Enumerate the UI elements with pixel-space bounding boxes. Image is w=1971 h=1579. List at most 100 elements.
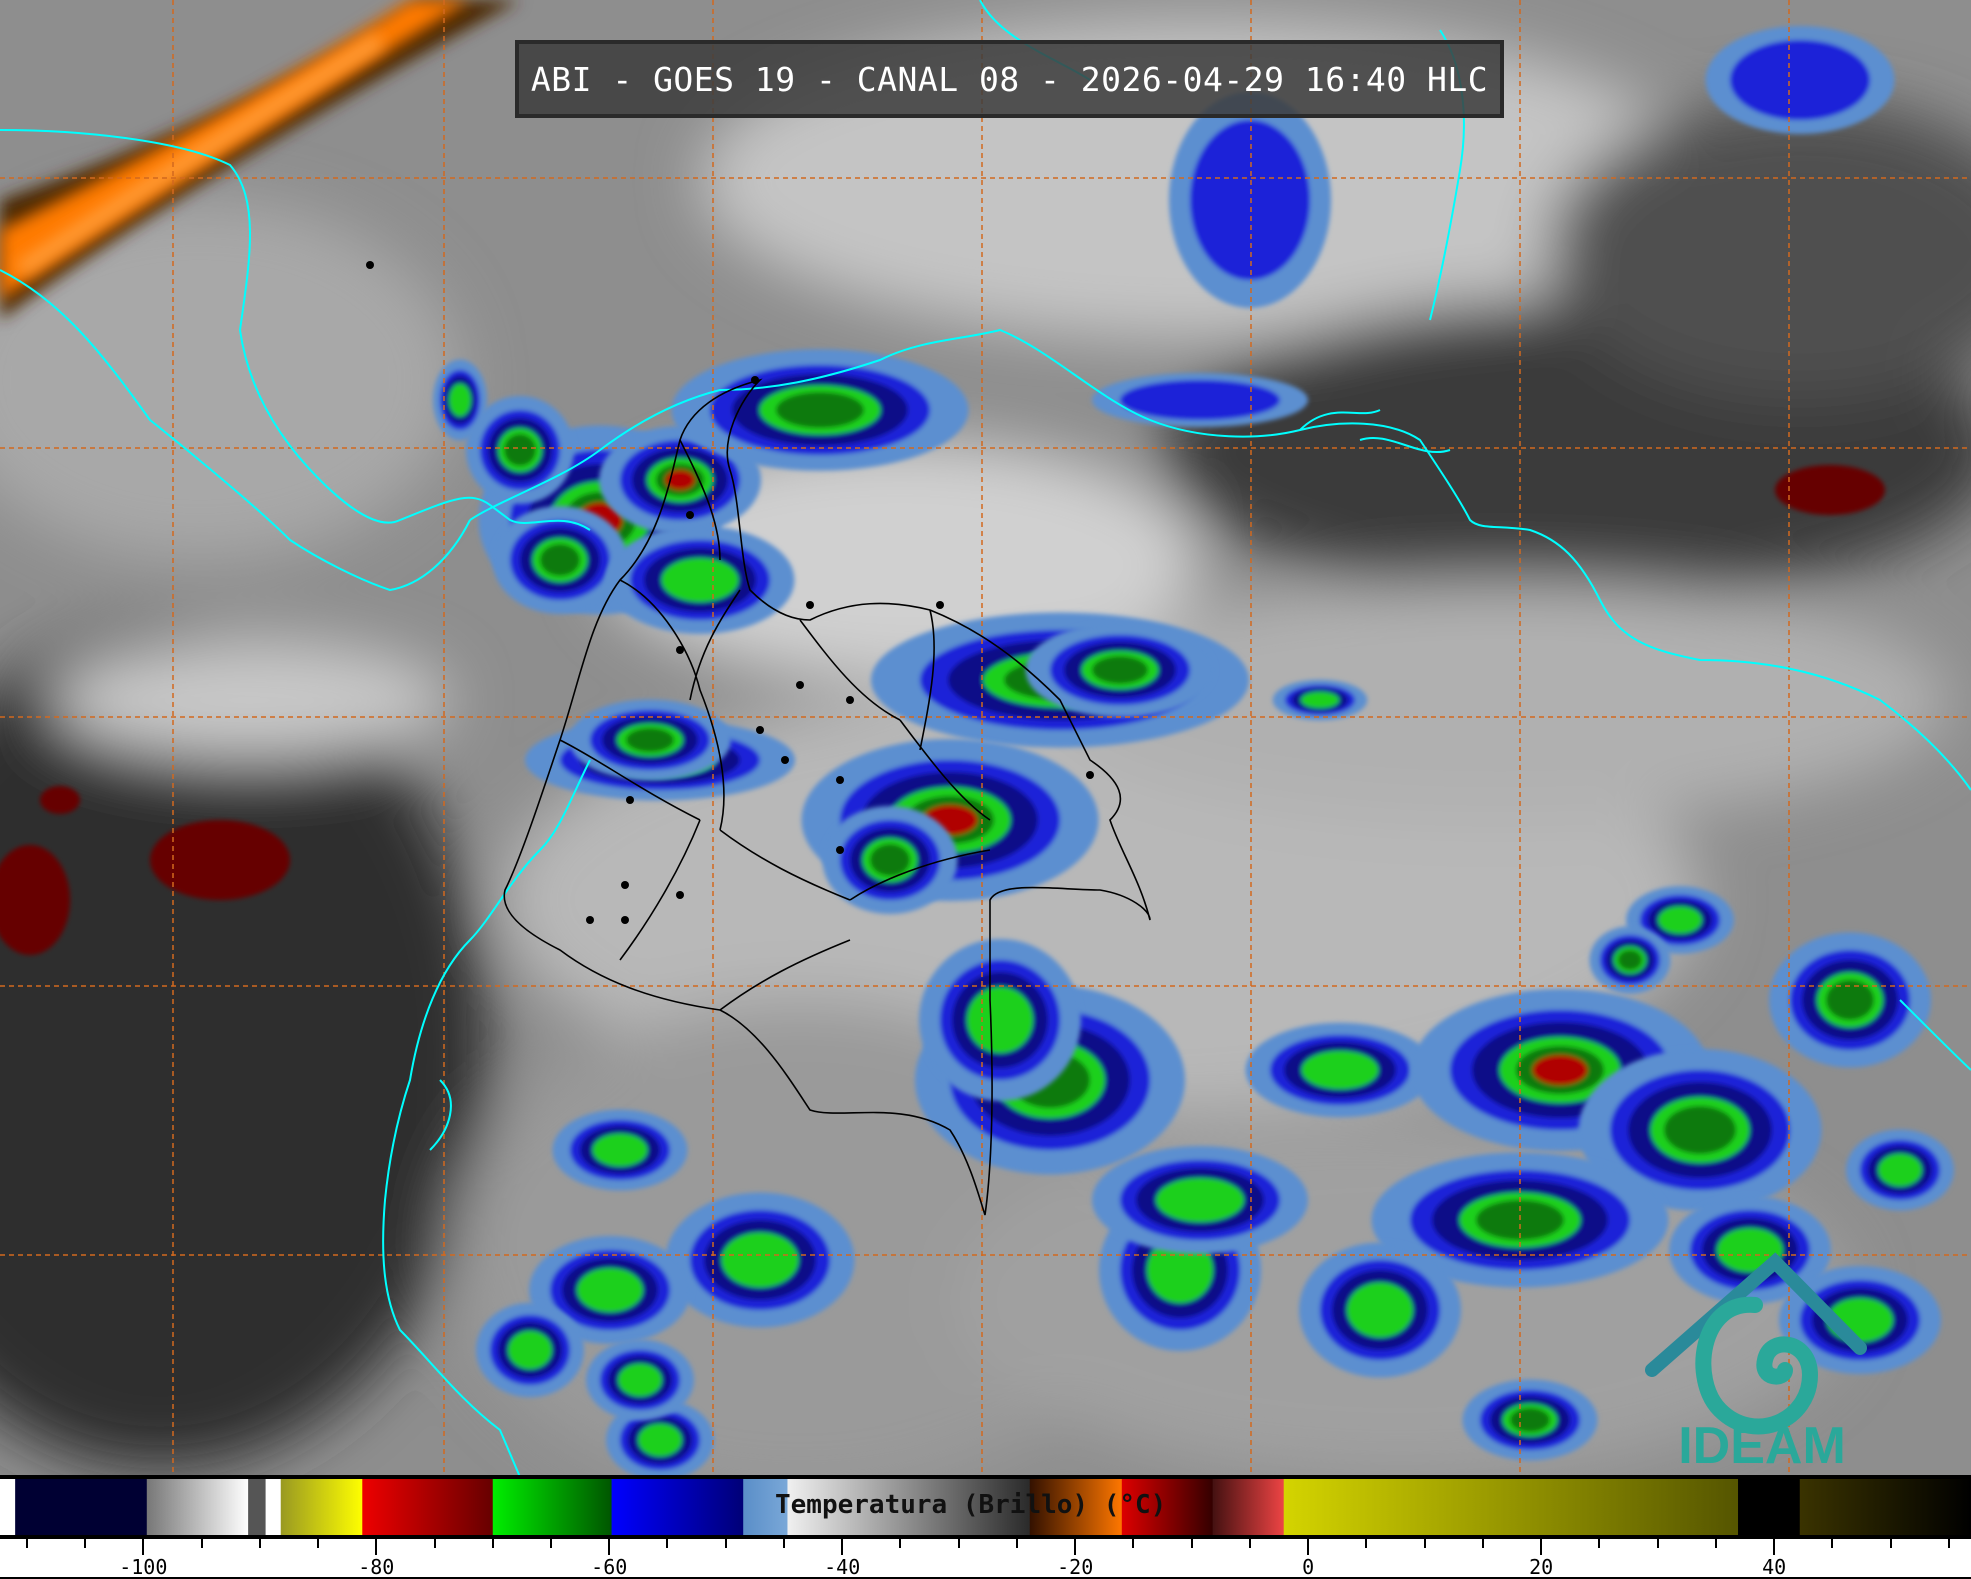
cloud-cluster xyxy=(466,396,574,504)
city-marker xyxy=(676,646,684,654)
image-title: ABI - GOES 19 - CANAL 08 - 2026-04-29 16… xyxy=(515,40,1504,118)
major-tick xyxy=(608,1539,611,1555)
minor-tick xyxy=(1831,1539,1834,1548)
colorbar-segment xyxy=(1121,1479,1214,1535)
tick-label: -80 xyxy=(358,1555,395,1579)
minor-tick xyxy=(433,1539,436,1548)
colorbar-segment xyxy=(1029,1479,1123,1535)
tick-label: 20 xyxy=(1529,1555,1554,1579)
cold-band xyxy=(0,0,520,320)
minor-tick xyxy=(724,1539,727,1548)
cloud-cluster xyxy=(1769,932,1931,1068)
minor-tick xyxy=(258,1539,261,1548)
ideam-logo: IDEAM xyxy=(1645,1252,1867,1475)
minor-tick xyxy=(549,1539,552,1548)
temperature-colorbar xyxy=(0,1479,1971,1535)
colorbar-segment xyxy=(1799,1479,1971,1535)
tick-label: -100 xyxy=(119,1555,168,1579)
minor-tick xyxy=(200,1539,203,1548)
tick-label: -20 xyxy=(1057,1555,1094,1579)
colorbar-segment xyxy=(248,1479,267,1535)
cloud-cluster xyxy=(569,699,731,781)
minor-tick xyxy=(1598,1539,1601,1548)
cloud-cluster xyxy=(529,1236,691,1344)
minor-tick xyxy=(1248,1539,1251,1548)
colorbar-segment xyxy=(1212,1479,1285,1535)
city-marker xyxy=(626,796,634,804)
cloud-cluster xyxy=(605,526,795,634)
cloud-cluster xyxy=(822,806,958,914)
cloud-cluster xyxy=(671,349,969,471)
minor-tick xyxy=(1656,1539,1659,1548)
colorbar-segment xyxy=(146,1479,249,1535)
minor-tick xyxy=(1423,1539,1426,1548)
cloud-cluster xyxy=(1705,26,1895,134)
cloud-cluster xyxy=(492,506,628,614)
minor-tick xyxy=(1481,1539,1484,1548)
cloud-cluster xyxy=(919,939,1081,1101)
city-markers xyxy=(366,261,1094,924)
city-marker xyxy=(836,776,844,784)
cloud-cluster xyxy=(1092,373,1308,427)
minor-tick xyxy=(1365,1539,1368,1548)
minor-tick xyxy=(1889,1539,1892,1548)
colorbar-segment xyxy=(1738,1479,1801,1535)
major-tick xyxy=(1773,1539,1776,1555)
major-tick xyxy=(1074,1539,1077,1555)
cloud-cluster xyxy=(665,1192,855,1328)
cloud-cluster xyxy=(1092,1146,1308,1254)
city-marker xyxy=(366,261,374,269)
city-marker xyxy=(806,601,814,609)
minor-tick xyxy=(782,1539,785,1548)
colorbar-segment xyxy=(1283,1479,1739,1535)
cloud-cluster xyxy=(1025,622,1215,718)
cloud-cluster xyxy=(552,1109,688,1191)
tick-label: 40 xyxy=(1762,1555,1787,1579)
tick-label: -40 xyxy=(824,1555,861,1579)
tick-label: 0 xyxy=(1302,1555,1315,1579)
lat-lon-grid xyxy=(0,0,1971,1477)
city-marker xyxy=(781,756,789,764)
colorbar-segment xyxy=(362,1479,494,1535)
minor-tick xyxy=(1714,1539,1717,1548)
cloud-cluster xyxy=(1589,926,1671,994)
city-marker xyxy=(586,916,594,924)
colorbar-segment xyxy=(611,1479,744,1535)
minor-tick xyxy=(1015,1539,1018,1548)
minor-tick xyxy=(84,1539,87,1548)
cloud-cluster xyxy=(476,1302,584,1398)
cloud-cluster xyxy=(1462,1379,1598,1461)
tick-label: -60 xyxy=(591,1555,628,1579)
city-marker xyxy=(686,511,694,519)
city-marker xyxy=(751,376,759,384)
city-marker xyxy=(621,881,629,889)
cloud-cluster xyxy=(586,1339,694,1421)
city-marker xyxy=(756,726,764,734)
colorbar-segment xyxy=(787,1479,1031,1535)
red-warm-patches xyxy=(0,465,1885,955)
minor-tick xyxy=(899,1539,902,1548)
city-marker xyxy=(621,916,629,924)
colorbar-label: Temperatura (Brillo) (°C) xyxy=(775,1490,1167,1520)
minor-tick xyxy=(25,1539,28,1548)
major-tick xyxy=(1540,1539,1543,1555)
major-tick xyxy=(1307,1539,1310,1555)
minor-tick xyxy=(1947,1539,1950,1548)
city-marker xyxy=(1086,771,1094,779)
satellite-map: IDEAM xyxy=(0,0,1971,1477)
logo-text: IDEAM xyxy=(1678,1417,1846,1475)
city-marker xyxy=(836,846,844,854)
cloud-cluster xyxy=(1245,1022,1435,1118)
minor-tick xyxy=(957,1539,960,1548)
colorbar-segment xyxy=(15,1479,148,1535)
colorbar-segment xyxy=(0,1479,16,1535)
city-marker xyxy=(676,891,684,899)
cloud-cluster xyxy=(1299,1242,1461,1378)
colorbar-segment xyxy=(743,1479,788,1535)
minor-tick xyxy=(1132,1539,1135,1548)
colorbar-segment xyxy=(280,1479,363,1535)
minor-tick xyxy=(1190,1539,1193,1548)
minor-tick xyxy=(666,1539,669,1548)
colombia-borders xyxy=(503,378,1151,1216)
cloud-cluster xyxy=(1578,1049,1822,1211)
